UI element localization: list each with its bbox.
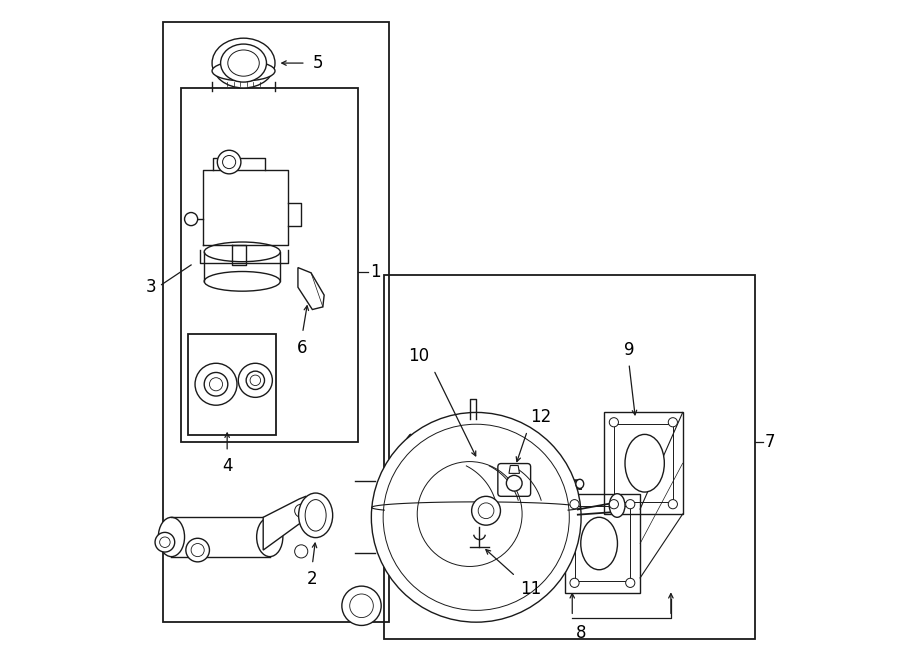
Circle shape [250, 375, 261, 385]
Circle shape [507, 475, 522, 491]
Circle shape [609, 500, 618, 509]
Text: 4: 4 [222, 457, 232, 475]
Ellipse shape [256, 518, 283, 557]
Bar [384, 275, 755, 639]
Circle shape [210, 377, 222, 391]
Circle shape [238, 364, 273, 397]
Text: 8: 8 [575, 624, 586, 642]
Bar [614, 424, 673, 502]
Ellipse shape [158, 518, 184, 557]
Bar [163, 22, 389, 622]
Circle shape [609, 418, 618, 427]
Polygon shape [263, 496, 312, 550]
Ellipse shape [220, 44, 266, 82]
Text: 11: 11 [520, 580, 542, 598]
Circle shape [669, 418, 678, 427]
Circle shape [184, 213, 198, 225]
Circle shape [350, 594, 374, 617]
Circle shape [472, 496, 500, 525]
Circle shape [478, 503, 494, 519]
Ellipse shape [609, 494, 625, 518]
Ellipse shape [625, 434, 664, 492]
Bar [181, 88, 358, 442]
Text: 3: 3 [146, 278, 157, 295]
Bar [574, 506, 630, 581]
Circle shape [191, 543, 204, 557]
Circle shape [159, 537, 170, 547]
Text: 12: 12 [531, 408, 552, 426]
Bar [604, 412, 683, 514]
Circle shape [669, 500, 678, 509]
Ellipse shape [204, 272, 280, 292]
Text: 1: 1 [370, 262, 381, 280]
Ellipse shape [212, 38, 275, 88]
Circle shape [342, 586, 382, 625]
Circle shape [372, 412, 581, 622]
Ellipse shape [212, 61, 275, 81]
Ellipse shape [204, 242, 280, 262]
Ellipse shape [576, 479, 584, 488]
Ellipse shape [305, 500, 326, 531]
Ellipse shape [299, 493, 333, 537]
Polygon shape [509, 465, 519, 473]
Bar [188, 334, 276, 436]
Circle shape [294, 504, 308, 518]
Text: 5: 5 [313, 54, 323, 72]
Circle shape [626, 500, 634, 509]
Text: 7: 7 [765, 433, 775, 451]
Ellipse shape [580, 518, 617, 570]
Text: 10: 10 [408, 347, 429, 366]
Circle shape [155, 532, 175, 552]
Circle shape [570, 578, 579, 588]
Bar [564, 494, 640, 593]
Polygon shape [298, 268, 324, 309]
Circle shape [217, 150, 241, 174]
Text: 9: 9 [624, 340, 634, 359]
Text: 6: 6 [297, 339, 308, 357]
Ellipse shape [228, 50, 259, 76]
Circle shape [294, 545, 308, 558]
Circle shape [222, 155, 236, 169]
FancyBboxPatch shape [498, 463, 531, 496]
Circle shape [186, 538, 210, 562]
Circle shape [626, 578, 634, 588]
Circle shape [204, 372, 228, 396]
Circle shape [570, 500, 579, 509]
Circle shape [247, 371, 265, 389]
Circle shape [195, 364, 237, 405]
Text: 2: 2 [307, 570, 318, 588]
